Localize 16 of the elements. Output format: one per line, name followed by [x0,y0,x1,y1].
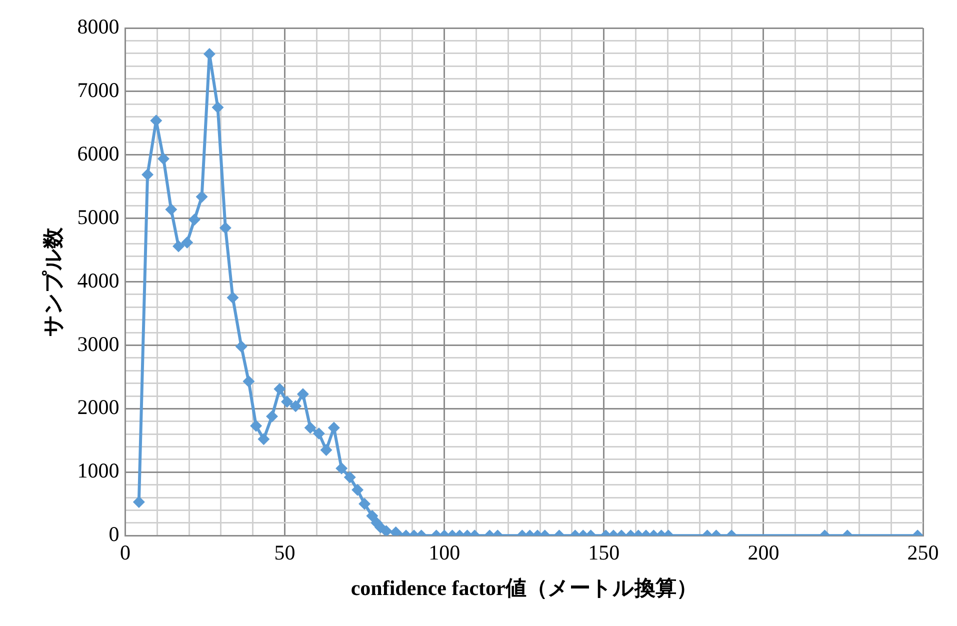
y-axis-title: サンプル数 [41,226,66,336]
x-tick-label: 100 [428,540,460,565]
y-tick-label: 3000 [77,332,120,356]
y-tick-label: 7000 [77,78,120,102]
y-tick-label: 1000 [77,458,120,483]
x-tick-label: 250 [907,540,939,565]
y-tick-label: 6000 [77,141,120,166]
x-axis-title: confidence factor値（メートル換算） [350,576,698,600]
x-tick-label: 50 [274,540,296,565]
x-tick-label: 200 [748,540,780,565]
y-tick-label: 4000 [77,268,120,292]
y-tick-label: 0 [108,522,120,546]
y-tick-label: 8000 [77,14,120,39]
y-tick-label: 5000 [77,204,120,229]
y-tick-label: 2000 [77,395,120,420]
x-tick-label: 150 [588,540,620,565]
